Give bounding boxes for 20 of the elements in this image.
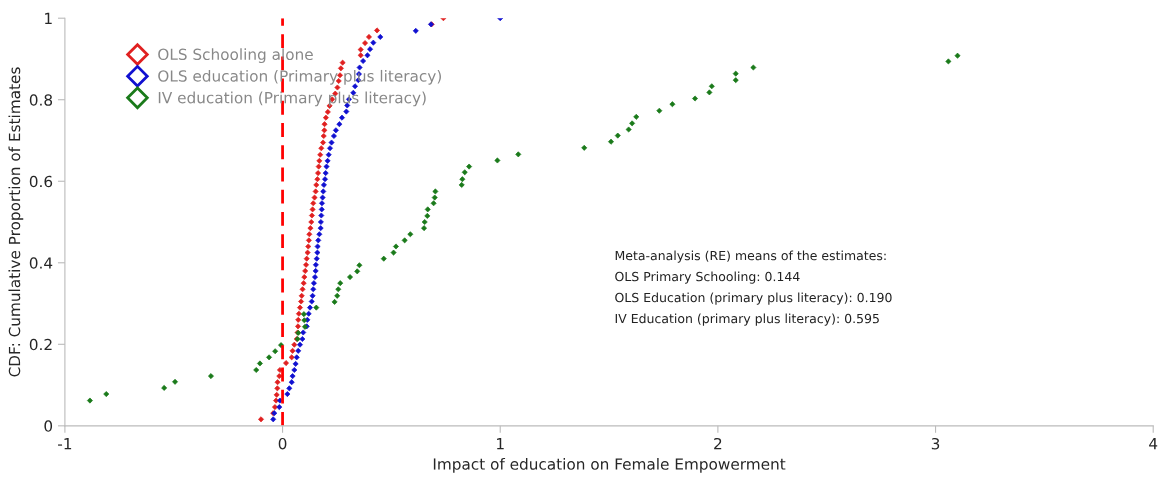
annotation: OLS Education (primary plus literacy): 0.190 (615, 292, 892, 305)
x-tick-label: 4 (1149, 438, 1158, 450)
x-tick-label: 2 (714, 437, 722, 450)
legend-label: OLS Schooling alone (158, 48, 313, 64)
x-tick-label: -1 (58, 438, 72, 450)
x-axis-title: Impact of education on Female Empowerment (433, 457, 786, 473)
annotation: Meta-analysis (RE) means of the estimates: (615, 250, 886, 263)
x-tick-label: 3 (931, 437, 940, 450)
y-tick-label: 0.8 (29, 94, 53, 106)
y-axis-title: CDF: Cumulative Proportion of Estimates (8, 67, 24, 377)
x-tick-label: 0 (278, 437, 287, 450)
x-tick-label: 1 (497, 438, 504, 450)
annotation: IV Education (primary plus literacy): 0.595 (615, 313, 879, 326)
legend-label: IV education (Primary plus literacy) (158, 91, 426, 107)
annotation: OLS Primary Schooling: 0.144 (615, 271, 800, 284)
y-tick-label: 0.6 (29, 175, 53, 188)
y-tick-label: 0.2 (29, 338, 52, 351)
y-tick-label: 0 (44, 420, 53, 432)
y-tick-label: 1 (45, 12, 52, 25)
y-tick-label: 0.4 (29, 257, 53, 269)
